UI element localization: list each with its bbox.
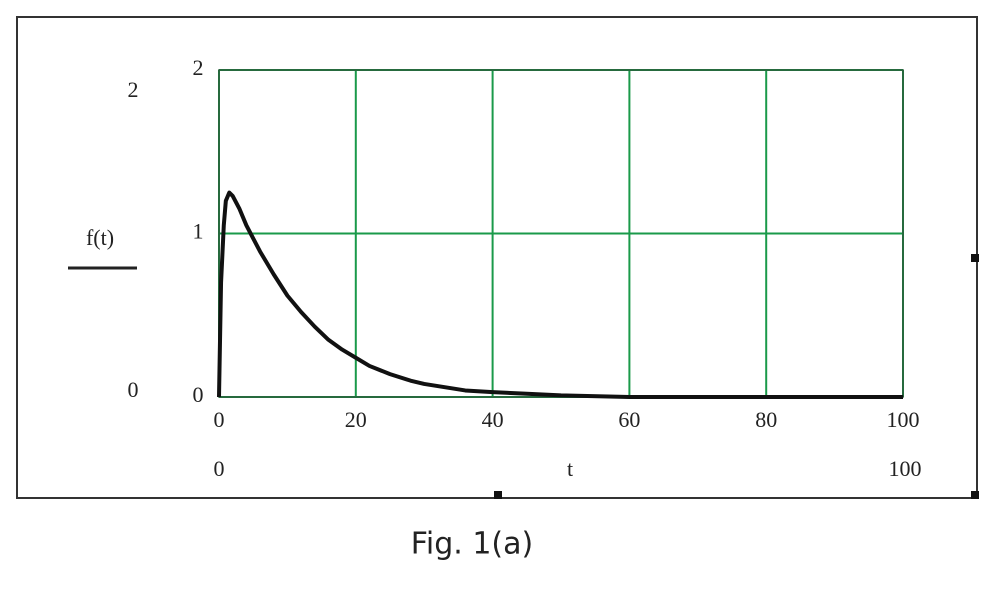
y-tick-label: 2: [193, 55, 204, 80]
handle: [971, 491, 979, 499]
x-min-label: 0: [214, 456, 225, 481]
x-tick-label: 60: [618, 407, 640, 432]
y-tick-label: 0: [193, 382, 204, 407]
x-tick-label: 20: [345, 407, 367, 432]
y-tick-label: 1: [193, 219, 204, 244]
x-axis-label: t: [567, 456, 573, 481]
x-max-label: 100: [889, 456, 922, 481]
data-line: [217, 190, 903, 399]
caption: Fig. 1(a): [411, 527, 533, 562]
x-tick-label: 80: [755, 407, 777, 432]
x-tick-label: 40: [482, 407, 504, 432]
handle: [971, 254, 979, 262]
y-min-label: 0: [128, 377, 139, 402]
x-tick-label: 0: [214, 407, 225, 432]
y-max-label: 2: [128, 77, 139, 102]
handle: [494, 491, 502, 499]
x-tick-label: 100: [887, 407, 920, 432]
y-axis-label: f(t): [86, 225, 114, 250]
